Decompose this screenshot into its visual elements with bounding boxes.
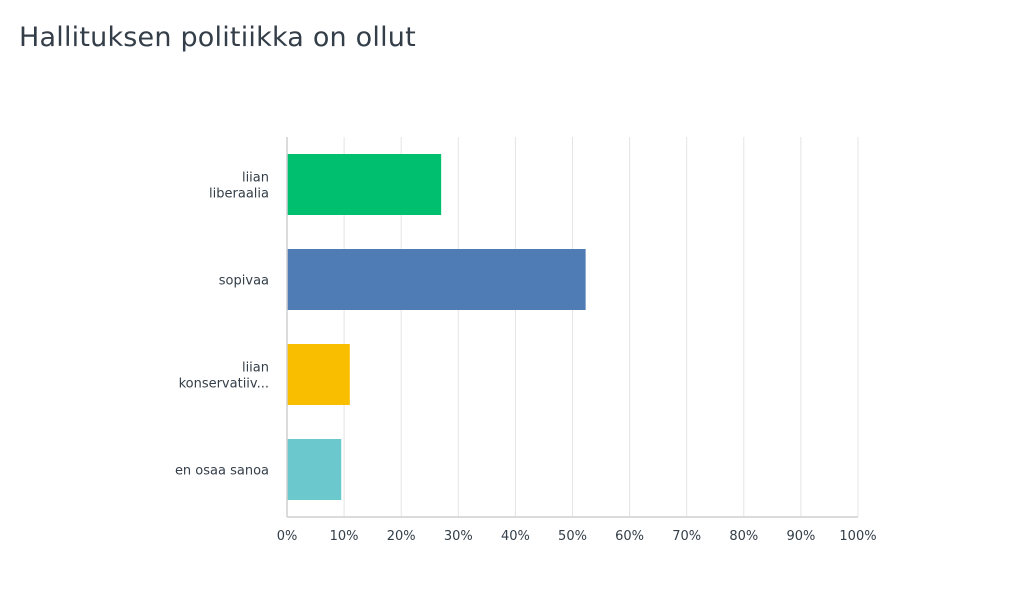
x-tick-label: 80%: [729, 529, 758, 544]
x-tick-label: 90%: [786, 529, 815, 544]
x-tick-label: 10%: [330, 529, 359, 544]
x-tick-label: 40%: [501, 529, 530, 544]
bar: [287, 249, 586, 310]
category-label: sopivaa: [219, 274, 269, 289]
x-tick-label: 20%: [387, 529, 416, 544]
bar: [287, 344, 350, 405]
category-label: liian liberaalia: [209, 171, 269, 202]
x-tick-label: 60%: [615, 529, 644, 544]
x-tick-label: 0%: [277, 529, 298, 544]
chart-title: Hallituksen politiikka on ollut: [19, 22, 416, 53]
x-tick-label: 70%: [672, 529, 701, 544]
category-label: en osaa sanoa: [175, 464, 269, 479]
x-tick-label: 30%: [444, 529, 473, 544]
category-label: liian konservatiiv...: [179, 361, 269, 392]
x-tick-label: 50%: [558, 529, 587, 544]
x-tick-label: 100%: [839, 529, 876, 544]
bar: [287, 154, 442, 215]
bar: [287, 439, 342, 500]
